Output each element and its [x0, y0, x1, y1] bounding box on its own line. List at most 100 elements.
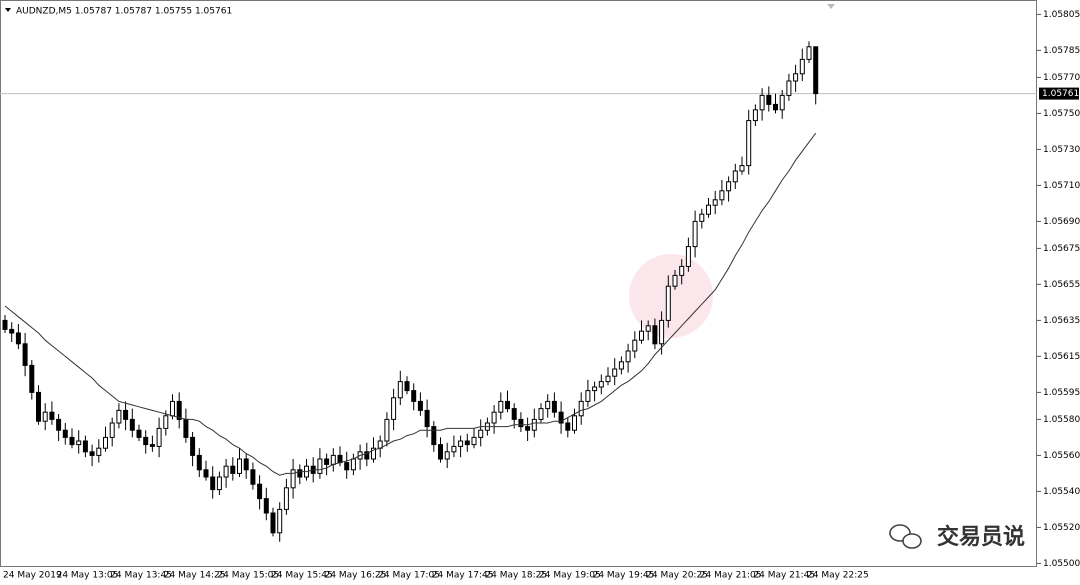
candle-body [779, 94, 785, 111]
candle-body [391, 397, 397, 420]
candle-body [618, 361, 624, 370]
candle-body [799, 58, 805, 75]
y-tick-label: 1.05655 [1043, 280, 1080, 290]
candle-body [384, 418, 390, 442]
candle-body [277, 508, 283, 534]
candle-body [223, 465, 229, 478]
y-tick-label: 1.05580 [1043, 415, 1080, 425]
x-tick-label: 24 May 22:25 [807, 571, 869, 581]
candle-body [163, 415, 169, 429]
candle-body [444, 451, 450, 460]
candle-body [773, 103, 778, 111]
y-tick-label: 1.05560 [1043, 451, 1080, 461]
candle-body [404, 381, 410, 392]
candle-body [15, 332, 21, 345]
candle-body [411, 390, 417, 402]
x-tick-label: 24 May 16:25 [325, 571, 387, 581]
candle-body [417, 400, 423, 411]
candle-body [759, 94, 765, 111]
candle-body [62, 429, 68, 438]
candle-body [806, 46, 812, 60]
last-price-label: 1.05761 [1042, 89, 1079, 99]
candle-body [545, 400, 551, 410]
y-tick-label: 1.05675 [1043, 244, 1080, 254]
candle-body [103, 436, 108, 449]
candle-body [49, 411, 55, 420]
candle-body [464, 440, 470, 446]
x-tick-label: 24 May 21:05 [700, 571, 762, 581]
candle-body [525, 426, 531, 431]
y-tick-label: 1.05710 [1043, 181, 1080, 191]
icon-bubble [902, 533, 922, 549]
candle-body [297, 469, 303, 478]
candle-body [263, 498, 269, 514]
candle-body [538, 408, 544, 420]
candle-body [766, 94, 772, 105]
candle-body [471, 436, 477, 446]
candle-body [116, 409, 122, 424]
candle-body [598, 381, 604, 388]
candle-body [511, 408, 517, 420]
x-tick-label: 24 May 19:45 [593, 571, 655, 581]
candle-body [156, 427, 162, 447]
candle-body [612, 368, 618, 377]
candle-body [364, 451, 370, 460]
candle-body [592, 386, 598, 392]
candle-body [652, 325, 658, 345]
candle-body [2, 319, 8, 330]
y-tick-label: 1.05500 [1043, 559, 1080, 569]
y-tick-label: 1.05615 [1043, 352, 1080, 362]
candle-body [531, 418, 537, 431]
candle-body [183, 418, 189, 438]
candle-body [330, 454, 336, 465]
candle-body [424, 409, 430, 428]
candle-body [458, 440, 464, 447]
candle-body [732, 170, 738, 183]
candle-body [551, 400, 557, 413]
candle-body [9, 328, 15, 334]
candle-body [659, 319, 665, 345]
candle-body [350, 458, 356, 471]
symbol-menu-arrow [5, 8, 11, 12]
x-tick-label: 24 May 15:45 [271, 571, 333, 581]
candle-body [143, 436, 149, 446]
candle-body [324, 458, 330, 465]
wechat-icon [889, 524, 922, 549]
x-tick-label: 24 May 14:25 [164, 571, 226, 581]
candle-body [82, 440, 88, 453]
candle-body [746, 120, 752, 167]
candle-body [585, 390, 591, 402]
candle-body [96, 447, 102, 456]
y-tick-label: 1.05690 [1043, 217, 1080, 227]
candle-body [29, 364, 35, 393]
candle-body [431, 426, 437, 446]
moving-average-line [4, 132, 817, 476]
candle-body [478, 429, 484, 438]
candle-body [56, 418, 62, 431]
x-tick-label: 24 May 2019 [3, 571, 62, 581]
y-tick-label: 1.05785 [1043, 46, 1080, 56]
y-tick-label: 1.05750 [1043, 109, 1080, 119]
candle-body [645, 325, 651, 332]
x-tick-label: 24 May 19:05 [539, 571, 601, 581]
candle-body [786, 80, 792, 96]
candle-body [257, 483, 263, 500]
candle-body [726, 181, 732, 192]
candle-body [685, 246, 691, 267]
candle-body [149, 444, 155, 447]
icon-bubble [889, 524, 911, 542]
last-price-box [1039, 87, 1079, 100]
watermark: 交易员说 [937, 524, 1025, 550]
candle-body [129, 418, 135, 431]
candle-body [505, 400, 510, 410]
candle-body [793, 73, 799, 82]
candle-body [123, 409, 129, 420]
candle-body [397, 381, 403, 399]
x-tick-label: 24 May 13:45 [110, 571, 172, 581]
candle-body [250, 469, 256, 485]
y-tick-label: 1.05730 [1043, 145, 1080, 155]
candle-body [270, 512, 276, 534]
candle-body [558, 411, 564, 424]
candle-body [190, 436, 196, 456]
